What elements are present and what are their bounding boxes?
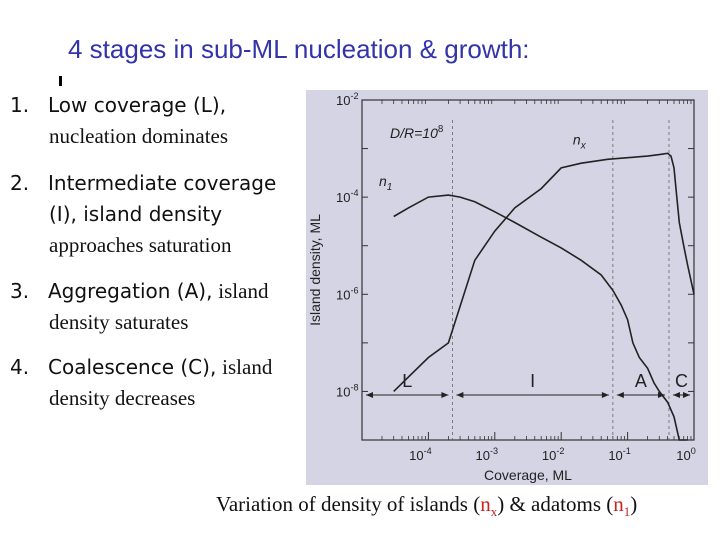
caption-n1-sub: 1 xyxy=(623,504,631,520)
x-tick-label: 10-1 xyxy=(608,446,631,463)
stage-arrowhead-left xyxy=(366,392,373,398)
y-tick-label: 10-6 xyxy=(336,285,359,302)
caption-n1-base: n xyxy=(613,492,624,516)
stage-label: L xyxy=(402,371,412,391)
x-tick-label: 10-3 xyxy=(476,446,499,463)
item-detail: island xyxy=(222,355,273,379)
item-number: 1. xyxy=(10,93,30,117)
list-item: 2. Intermediate coverage (I), island dens… xyxy=(10,168,276,260)
item-number: 2. xyxy=(10,171,30,195)
stage-arrowhead-right xyxy=(601,392,609,398)
item-detail-sans: (I), island density xyxy=(49,202,223,226)
stage-arrowhead-left xyxy=(456,392,464,398)
x-tick-label: 10-2 xyxy=(542,446,565,463)
caption-nx-sub: x xyxy=(490,504,498,520)
list-item: 1. Low coverage (L), nucleation dominates xyxy=(10,90,228,151)
y-tick-label: 10-4 xyxy=(336,188,359,205)
y-axis-label: Island density, ML xyxy=(307,214,323,326)
x-tick-label: 10-4 xyxy=(409,446,432,463)
item-heading: Aggregation (A), xyxy=(48,279,213,303)
item-detail-2: density decreases xyxy=(49,386,196,410)
stage-arrowhead-left xyxy=(616,392,624,398)
list-item: 4. Coalescence (C), island density decrea… xyxy=(10,352,272,413)
caption-text-end: ) xyxy=(630,492,638,516)
item-heading: Coalescence (C), xyxy=(48,355,217,379)
stage-label: I xyxy=(530,371,535,391)
stage-arrowhead-right xyxy=(683,392,690,398)
stage-arrowhead-right xyxy=(441,392,449,398)
caption-text: Variation of density of islands ( xyxy=(216,492,481,516)
item-detail: island xyxy=(218,279,269,303)
series-label-nx: nx xyxy=(573,132,587,152)
series-line-n1 xyxy=(393,194,688,441)
item-heading: Low coverage (L), xyxy=(48,93,227,117)
stage-arrowhead-left xyxy=(672,392,680,398)
caption-nx-base: n xyxy=(480,492,491,516)
item-detail-2: density saturates xyxy=(49,310,189,334)
caption-n1: n1 xyxy=(613,492,631,520)
item-detail: (I), island density xyxy=(10,199,276,230)
slide-title: 4 stages in sub-ML nucleation & growth: xyxy=(68,34,530,64)
chart: 10-4 10-3 10-2 10-1 100 10-2 10-4 10-6 10-8 Cover… xyxy=(307,91,696,483)
x-axis-label: Coverage, ML xyxy=(484,467,572,483)
series-label-n1: n1 xyxy=(379,173,392,193)
stage-label: C xyxy=(675,371,688,391)
item-number: 4. xyxy=(10,355,30,379)
y-tick-label: 10-8 xyxy=(336,382,359,399)
item-number: 3. xyxy=(10,279,30,303)
figure-caption: Variation of density of islands (nx) & a… xyxy=(216,492,637,520)
y-tick-label: 10-2 xyxy=(336,91,359,108)
plot-frame xyxy=(361,99,695,441)
list-item: 3. Aggregation (A), island density satura… xyxy=(10,276,268,337)
stage-label: A xyxy=(635,371,647,391)
caption-nx: nx xyxy=(480,492,498,520)
item-heading: Intermediate coverage xyxy=(48,171,277,195)
stray-mark xyxy=(59,76,62,86)
series-line-nx xyxy=(393,152,695,392)
x-tick-label: 100 xyxy=(676,446,696,463)
caption-text-mid: ) & adatoms ( xyxy=(497,492,614,516)
annotation-dr: D/R=108 xyxy=(390,124,444,141)
chart-figure: 10-4 10-3 10-2 10-1 100 10-2 10-4 10-6 10-8 Cover… xyxy=(306,90,708,485)
item-detail: nucleation dominates xyxy=(49,124,229,148)
item-detail-2: approaches saturation xyxy=(49,233,232,257)
